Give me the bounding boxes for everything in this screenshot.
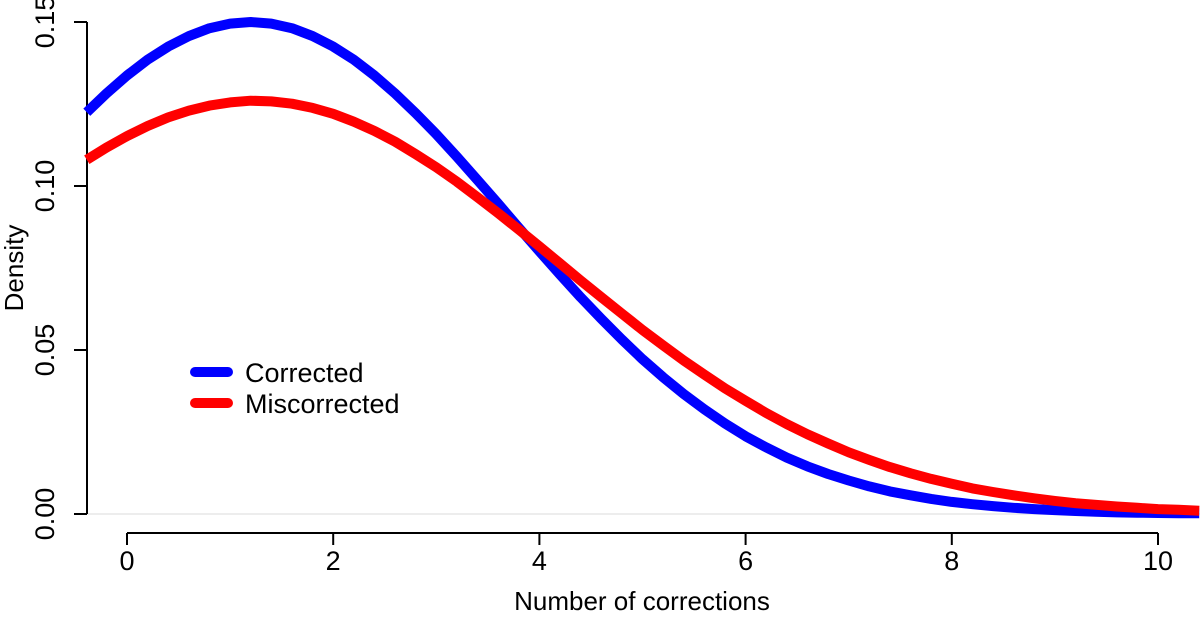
legend-label-corrected: Corrected [245, 358, 364, 388]
y-tick-label: 0.15 [30, 0, 60, 48]
y-tick-label: 0.00 [30, 488, 60, 541]
x-tick-label: 0 [119, 546, 134, 576]
y-axis-title: Density [0, 225, 29, 312]
y-tick-label: 0.05 [30, 324, 60, 377]
x-axis-title: Number of corrections [514, 586, 770, 616]
legend: Corrected Miscorrected [190, 358, 400, 419]
series-line-corrected [83, 17, 1200, 519]
legend-label-miscorrected: Miscorrected [245, 389, 400, 419]
series-line-miscorrected [84, 95, 1200, 516]
x-tick-label: 2 [326, 546, 341, 576]
x-tick-label: 4 [532, 546, 547, 576]
x-tick-label: 6 [738, 546, 753, 576]
x-tick-label: 8 [944, 546, 959, 576]
y-tick-label: 0.10 [30, 160, 60, 213]
x-tick-label: 10 [1143, 546, 1173, 576]
